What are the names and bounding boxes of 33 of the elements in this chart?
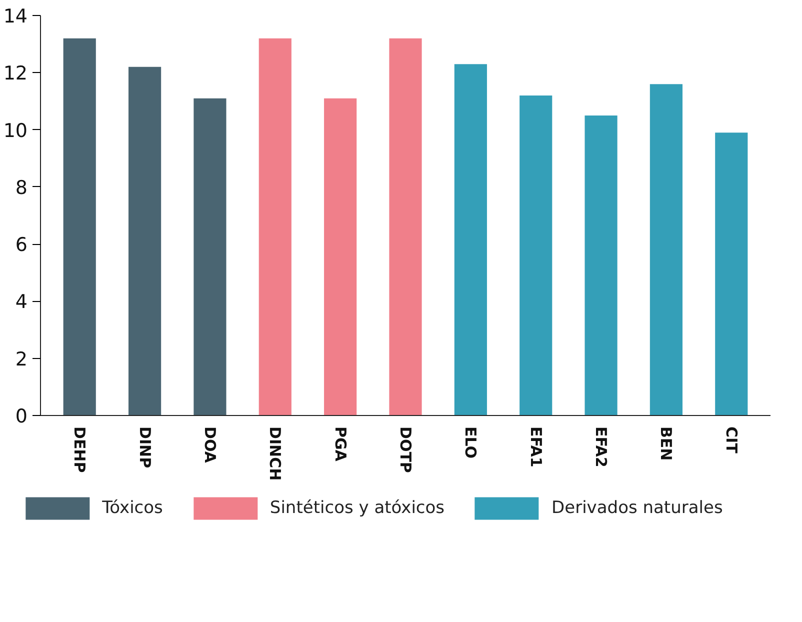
bar (454, 64, 487, 416)
y-tick-label: 10 (3, 120, 28, 142)
legend-label: Tóxicos (102, 498, 163, 518)
bar (389, 38, 422, 416)
y-tick-label: 2 (15, 348, 28, 370)
y-tick-label: 14 (3, 6, 28, 28)
bar (584, 116, 618, 416)
x-tick-label: CIT (722, 426, 740, 454)
legend-label: Sintéticos y atóxicos (270, 498, 445, 518)
x-tick-label: DINCH (266, 426, 284, 481)
y-tick-label: 6 (15, 234, 28, 256)
x-tick-label: PGA (331, 426, 350, 462)
x-tick-label: BEN (657, 426, 676, 461)
bar (258, 38, 292, 416)
x-tick-label: DEHP (70, 426, 89, 473)
bar (128, 66, 162, 416)
y-tick-label: 8 (15, 176, 28, 199)
bar (63, 38, 96, 416)
x-tick-label: DINP (136, 426, 154, 468)
y-tick-label: 4 (15, 291, 28, 314)
bar (520, 96, 552, 416)
bar (324, 98, 357, 416)
x-tick-label: ELO (462, 426, 480, 459)
x-tick-label: DOTP (396, 426, 414, 473)
x-tick-label: EFA2 (592, 426, 610, 468)
bar (194, 98, 226, 416)
x-tick-label: EFA1 (526, 426, 545, 468)
y-tick-label: 12 (3, 62, 28, 85)
bar (650, 84, 683, 416)
x-tick-label: DOA (200, 426, 219, 464)
y-tick-label: 0 (15, 406, 28, 428)
bar (715, 132, 748, 416)
legend-label: Derivados naturales (552, 498, 723, 518)
